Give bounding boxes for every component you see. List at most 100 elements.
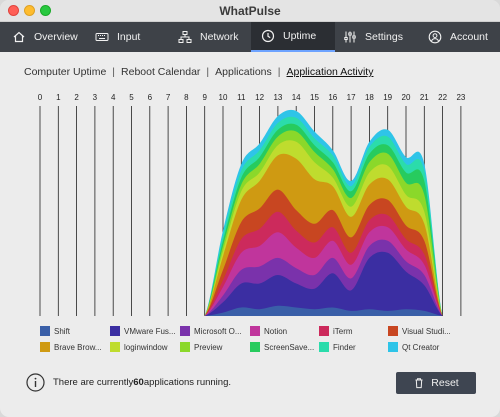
tab-account[interactable]: Account [418,22,500,52]
x-tick-label: 6 [148,93,153,102]
legend-item: Finder [319,341,356,353]
legend-label: Shift [54,326,71,336]
info-suffix: applications running. [143,376,231,388]
subnav-separator: | [112,66,116,78]
legend-swatch [110,326,120,336]
legend-item: Notion [250,325,287,337]
tab-label: Account [450,31,488,43]
legend-swatch [388,326,398,336]
legend-item: ScreenSave... [250,341,314,353]
legend-swatch [319,342,329,352]
tab-settings[interactable]: Settings [335,22,418,52]
legend-swatch [110,342,120,352]
tab-input[interactable]: Input [83,22,166,52]
subnav-application-activity[interactable]: Application Activity [286,66,374,78]
tab-uptime[interactable]: Uptime [251,22,335,52]
main-toolbar: Overview Input Network Uptime Settings [0,22,500,52]
x-tick-label: 14 [292,93,301,102]
x-tick-label: 11 [237,93,246,102]
tab-label: Input [117,31,141,43]
x-tick-label: 23 [456,93,465,102]
x-tick-label: 4 [111,93,116,102]
subnav-separator: | [277,66,281,78]
legend-item: VMware Fus... [110,325,176,337]
application-activity-chart: 0 1 2 3 4 5 6 7 8 9 10 11 12 13 14 15 16 17 18 19 20 21 22 23 [38,93,466,317]
x-tick-label: 22 [438,93,447,102]
legend-label: loginwindow [124,342,168,352]
x-tick-label: 5 [129,93,134,102]
subnav-applications[interactable]: Applications [215,66,272,78]
tab-label: Network [200,31,239,43]
legend-swatch [250,326,260,336]
legend-label: Microsoft O... [194,326,242,336]
sliders-icon [343,30,357,44]
legend-label: VMware Fus... [124,326,176,336]
legend-label: Preview [194,342,223,352]
x-tick-label: 2 [74,93,79,102]
subnav-separator: | [206,66,210,78]
x-tick-label: 13 [273,93,282,102]
home-icon [12,30,26,44]
reset-label: Reset [431,377,459,389]
x-tick-label: 16 [328,93,337,102]
legend-label: Visual Studi... [402,326,451,336]
legend-label: Brave Brow... [54,342,102,352]
legend-swatch [250,342,260,352]
user-icon [428,30,442,44]
x-tick-label: 10 [219,93,228,102]
tab-overview[interactable]: Overview [0,22,83,52]
subnav-reboot-calendar[interactable]: Reboot Calendar [121,66,201,78]
legend-swatch [40,326,50,336]
network-icon [178,30,192,44]
legend-item: Preview [180,341,222,353]
chart-legend: Shift VMware Fus... Microsoft O... Notion iT… [40,325,480,353]
tab-label: Settings [365,31,403,43]
legend-item: Microsoft O... [180,325,242,337]
legend-item: iTerm [319,325,353,337]
x-tick-label: 20 [402,93,411,102]
zoom-window-button[interactable] [40,5,51,16]
x-tick-label: 1 [56,93,61,102]
legend-item: loginwindow [110,341,168,353]
x-tick-label: 12 [255,93,264,102]
x-tick-label: 3 [93,93,98,102]
legend-swatch [319,326,329,336]
x-tick-label: 17 [347,93,356,102]
uptime-subnav: Computer Uptime | Reboot Calendar | Applicat… [24,66,373,78]
subnav-computer-uptime[interactable]: Computer Uptime [24,66,107,78]
legend-label: Finder [333,342,356,352]
tab-label: Overview [34,31,78,43]
legend-label: iTerm [333,326,353,336]
x-tick-label: 8 [184,93,189,102]
trash-icon [413,377,425,389]
close-window-button[interactable] [8,5,19,16]
legend-swatch [388,342,398,352]
legend-item: Visual Studi... [388,325,451,337]
x-tick-label: 21 [420,93,429,102]
clock-icon [261,29,275,43]
legend-swatch [40,342,50,352]
title-bar: WhatPulse [0,0,500,22]
legend-swatch [180,342,190,352]
x-tick-label: 18 [365,93,374,102]
tab-network[interactable]: Network [166,22,249,52]
x-tick-label: 15 [310,93,319,102]
legend-item: Qt Creator [388,341,439,353]
app-count: 60 [133,376,144,388]
info-prefix: There are currently [53,376,134,388]
keyboard-icon [95,30,109,44]
legend-label: ScreenSave... [264,342,315,352]
area-series-shift [40,305,461,316]
info-icon [26,372,45,392]
window-title: WhatPulse [219,4,281,18]
legend-item: Shift [40,325,70,337]
x-tick-label: 7 [166,93,171,102]
legend-label: Notion [264,326,288,336]
reset-button[interactable]: Reset [396,372,476,394]
minimize-window-button[interactable] [24,5,35,16]
legend-swatch [180,326,190,336]
tab-label: Uptime [283,30,317,42]
x-tick-label: 19 [383,93,392,102]
legend-label: Qt Creator [402,342,440,352]
area-series-vmware-fus [40,251,461,316]
